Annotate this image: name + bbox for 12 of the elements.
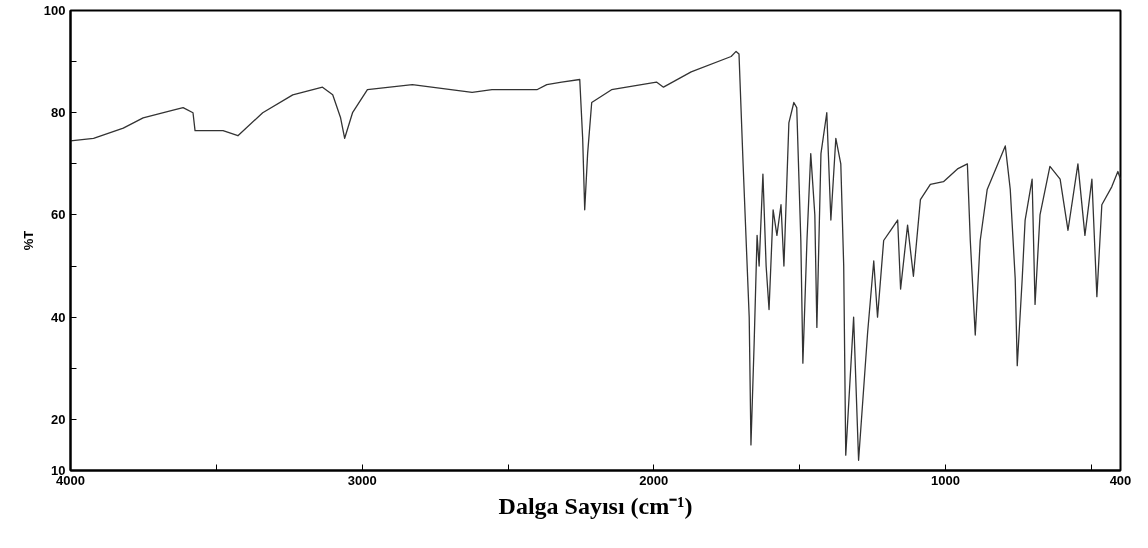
x-tick-label: 3000 xyxy=(347,472,377,488)
x-tick-label: 1000 xyxy=(931,472,960,488)
y-tick-label: 60 xyxy=(51,207,66,223)
x-axis-title: Dalga Sayısı (cm⁻¹) xyxy=(498,492,693,519)
x-tick-label: 2000 xyxy=(639,472,669,488)
y-tick-label: 100 xyxy=(43,3,66,18)
x-tick-label: 400 xyxy=(1109,472,1132,488)
y-axis-title: %T xyxy=(20,230,36,251)
y-tick-label: 80 xyxy=(51,105,66,121)
line-series xyxy=(70,50,1121,461)
y-tick-label: 40 xyxy=(51,309,66,325)
y-tick-label: 20 xyxy=(51,411,66,427)
